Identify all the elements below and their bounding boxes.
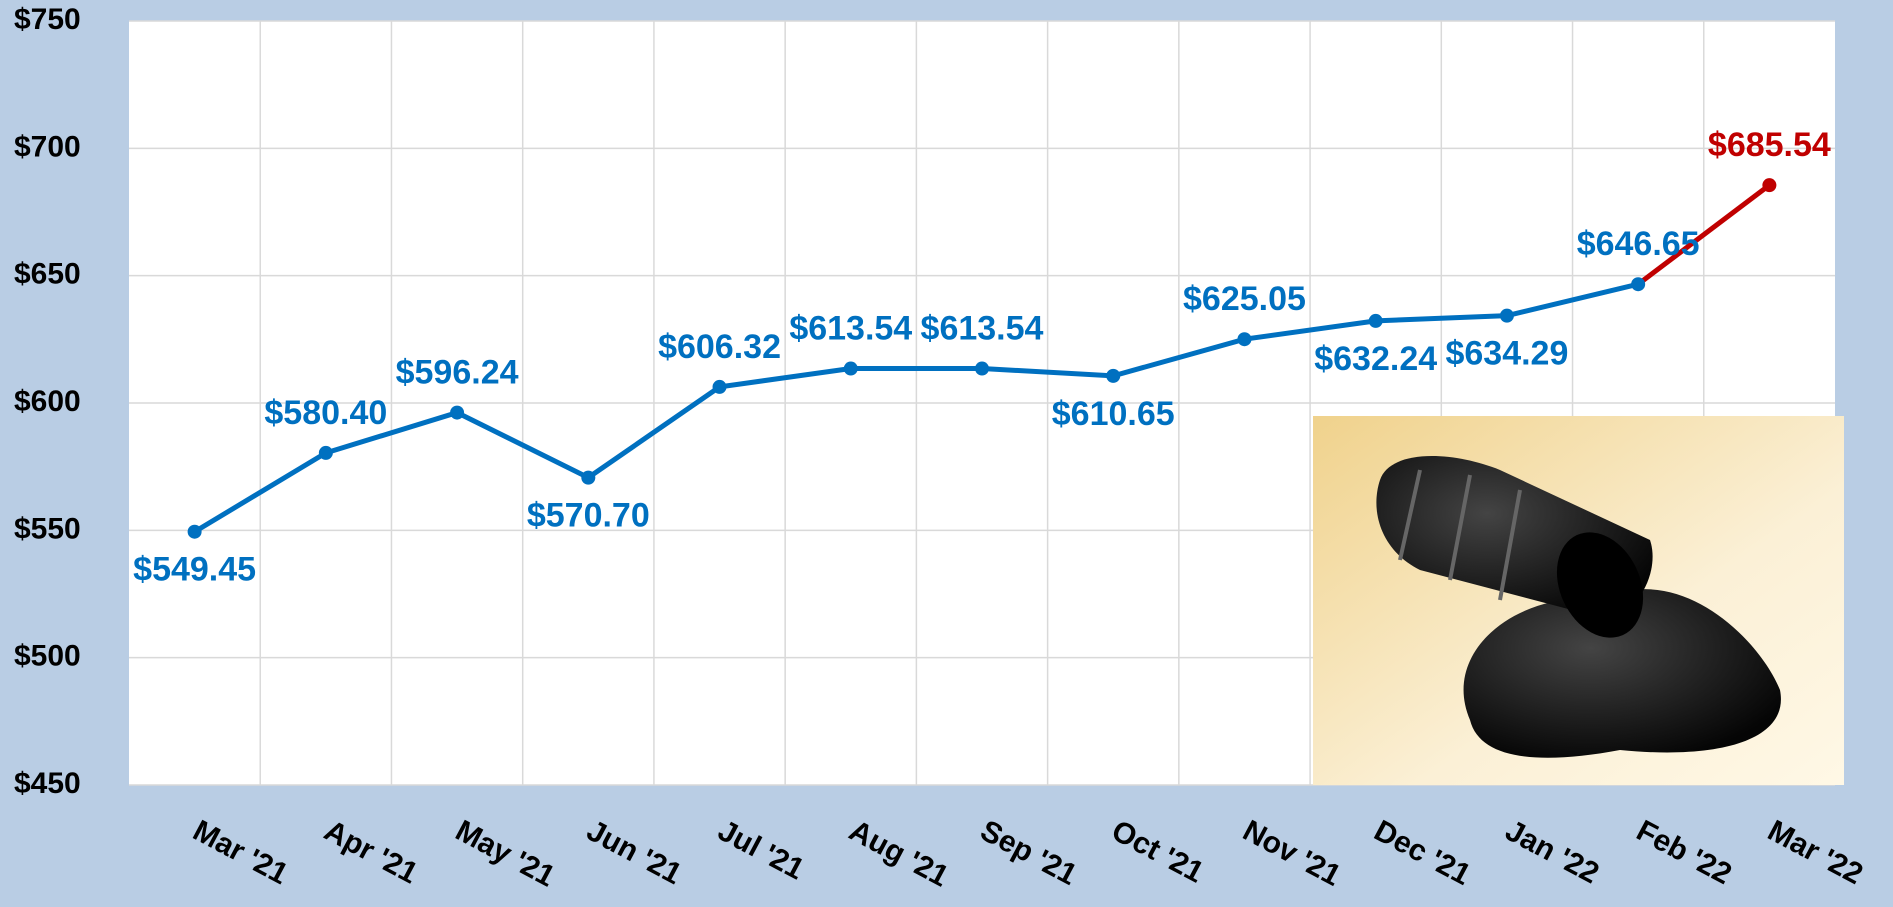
data-point bbox=[581, 471, 595, 485]
x-tick-label: Jun '21 bbox=[581, 814, 687, 891]
x-tick-label: Mar '21 bbox=[188, 814, 294, 891]
data-point bbox=[1106, 369, 1120, 383]
data-label: $613.54 bbox=[921, 310, 1044, 348]
data-label: $646.65 bbox=[1577, 225, 1700, 263]
data-point bbox=[1762, 178, 1776, 192]
data-point bbox=[319, 446, 333, 460]
x-tick-label: Feb '22 bbox=[1631, 814, 1737, 891]
y-tick-label: $700 bbox=[14, 130, 81, 163]
y-tick-label: $650 bbox=[14, 258, 81, 291]
data-point bbox=[188, 525, 202, 539]
data-label: $685.54 bbox=[1708, 126, 1831, 164]
data-point bbox=[1369, 314, 1383, 328]
data-label: $606.32 bbox=[658, 328, 781, 366]
oil-barrel-image bbox=[1313, 416, 1844, 785]
data-label: $570.70 bbox=[527, 497, 650, 535]
data-label: $610.65 bbox=[1052, 395, 1175, 433]
x-tick-label: Mar '22 bbox=[1762, 814, 1868, 891]
x-tick-label: May '21 bbox=[450, 814, 560, 893]
y-tick-label: $550 bbox=[14, 512, 81, 545]
x-tick-label: Sep '21 bbox=[975, 814, 1082, 892]
data-point bbox=[1500, 309, 1514, 323]
data-point bbox=[713, 380, 727, 394]
x-tick-label: Oct '21 bbox=[1106, 814, 1209, 890]
x-tick-label: Jul '21 bbox=[713, 814, 810, 886]
data-label: $549.45 bbox=[133, 551, 256, 589]
chart: $549.45$580.40$596.24$570.70$606.32$613.… bbox=[0, 0, 1893, 907]
data-label: $634.29 bbox=[1445, 335, 1568, 373]
data-label: $625.05 bbox=[1183, 280, 1306, 318]
data-point bbox=[450, 406, 464, 420]
data-label: $613.54 bbox=[789, 310, 912, 348]
x-tick-label: Nov '21 bbox=[1237, 814, 1346, 893]
x-tick-label: Dec '21 bbox=[1369, 814, 1476, 892]
x-tick-label: Jan '22 bbox=[1500, 814, 1604, 890]
y-tick-label: $500 bbox=[14, 640, 81, 673]
x-tick-label: Apr '21 bbox=[319, 814, 423, 890]
data-point bbox=[1237, 332, 1251, 346]
y-tick-label: $450 bbox=[14, 767, 81, 800]
data-label: $632.24 bbox=[1314, 340, 1437, 378]
data-label: $596.24 bbox=[396, 354, 519, 392]
x-tick-label: Aug '21 bbox=[844, 814, 954, 893]
data-point bbox=[975, 362, 989, 376]
data-point bbox=[844, 362, 858, 376]
y-tick-label: $750 bbox=[14, 3, 81, 36]
y-tick-label: $600 bbox=[14, 385, 81, 418]
data-point bbox=[1631, 277, 1645, 291]
data-label: $580.40 bbox=[264, 394, 387, 432]
